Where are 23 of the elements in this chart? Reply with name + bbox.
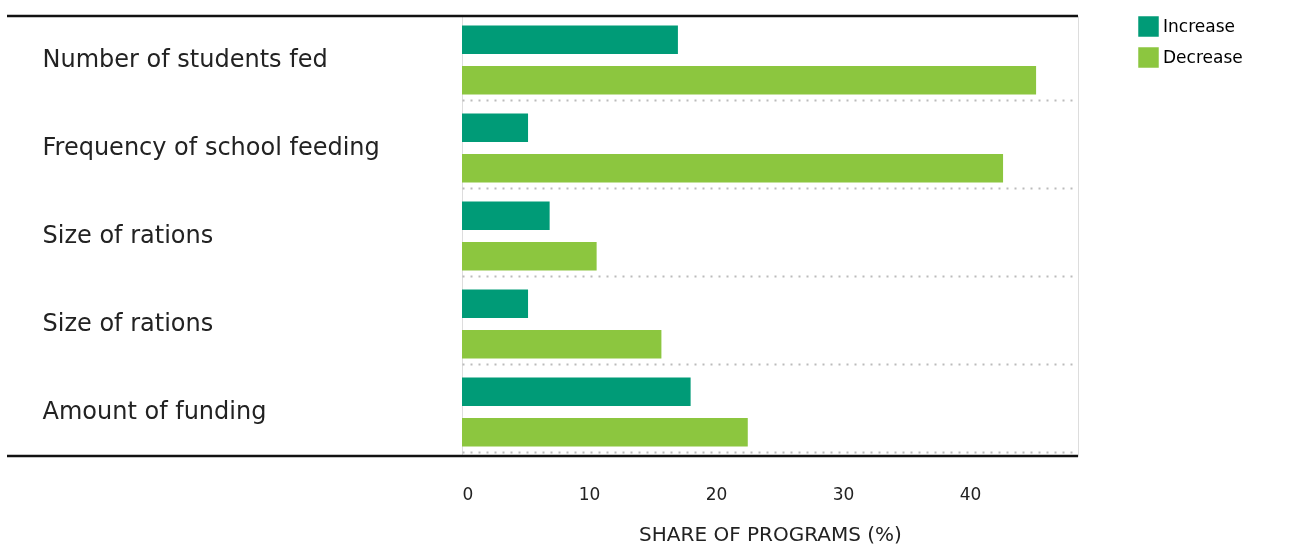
x-tick-label: 30 bbox=[832, 483, 855, 504]
bar bbox=[462, 418, 748, 447]
x-tick-label: 40 bbox=[959, 483, 982, 504]
y-tick-label: Size of rations bbox=[42, 221, 214, 249]
legend-label: Decrease bbox=[1163, 46, 1243, 67]
legend-label: Increase bbox=[1163, 15, 1235, 36]
x-tick-label: 0 bbox=[462, 483, 474, 504]
y-tick-label: Size of rations bbox=[42, 309, 214, 337]
bar bbox=[462, 201, 550, 230]
bar bbox=[462, 154, 1004, 183]
y-tick-label: Amount of funding bbox=[42, 397, 267, 425]
bar bbox=[462, 25, 678, 54]
y-tick-label: Number of students fed bbox=[42, 45, 328, 73]
bar bbox=[462, 330, 662, 359]
bar bbox=[462, 113, 529, 142]
bar bbox=[462, 66, 1037, 95]
bar bbox=[462, 289, 529, 318]
x-tick-label: 10 bbox=[578, 483, 601, 504]
bar bbox=[462, 242, 597, 271]
x-tick-label: 20 bbox=[705, 483, 728, 504]
bar bbox=[462, 377, 691, 406]
y-tick-label: Frequency of school feeding bbox=[42, 133, 380, 161]
x-axis-title: SHARE OF PROGRAMS (%) bbox=[639, 521, 902, 546]
